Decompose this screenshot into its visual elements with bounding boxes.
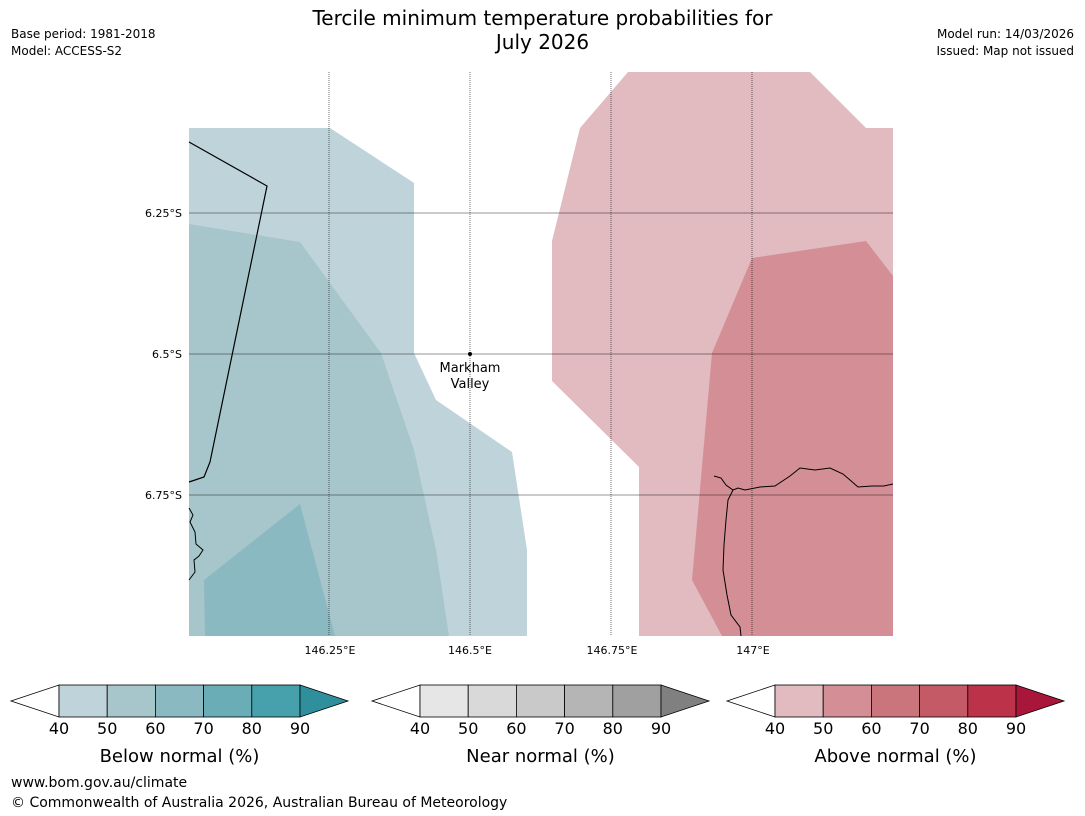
legend-tick-label: 90 — [1006, 719, 1026, 738]
legend-above-normal: 40 50 60 70 80 90 Above normal (%) — [725, 684, 1066, 767]
legend-min-arrow — [370, 684, 421, 718]
legend-tick-label: 80 — [603, 719, 623, 738]
legend-tick-label: 90 — [290, 719, 310, 738]
footer-copyright: © Commonwealth of Australia 2026, Austra… — [11, 795, 508, 811]
model-name: Model: ACCESS-S2 — [11, 44, 123, 58]
legend-tick-label: 90 — [651, 719, 671, 738]
legend-swatch — [871, 684, 921, 718]
footer-url: www.bom.gov.au/climate — [11, 775, 188, 791]
base-period: Base period: 1981-2018 — [11, 27, 156, 41]
legend-max-arrow — [299, 684, 350, 718]
legend-tick-label: 40 — [765, 719, 785, 738]
legend-min-arrow — [725, 684, 776, 718]
legend-tick-label: 80 — [958, 719, 978, 738]
legend-swatch — [467, 684, 517, 718]
legend-tick-label: 40 — [49, 719, 69, 738]
coastline-east — [713, 467, 894, 491]
legend-swatch — [822, 684, 872, 718]
legend-tick-label: 70 — [193, 719, 213, 738]
legend-tick-label: 60 — [506, 719, 526, 738]
legend-tick-label: 50 — [97, 719, 117, 738]
legend-tick-label: 50 — [813, 719, 833, 738]
river-line — [722, 489, 742, 637]
legend-near-normal: 40 50 60 70 80 90 Near normal (%) — [370, 684, 711, 767]
legend-label: Near normal (%) — [466, 746, 615, 767]
legend-tick-label: 40 — [410, 719, 430, 738]
meta-left: Base period: 1981-2018 Model: ACCESS-S2 — [11, 26, 156, 60]
legend-below-normal: 40 50 60 70 80 90 Below normal (%) — [9, 684, 350, 767]
above-normal-50-region — [692, 241, 893, 636]
legend-swatch — [154, 684, 204, 718]
lat-label: 6.25°S — [145, 207, 182, 220]
legend-swatch — [919, 684, 969, 718]
legend-swatch — [774, 684, 824, 718]
meta-right: Model run: 14/03/2026 Issued: Map not is… — [936, 26, 1074, 60]
legend-tick-label: 60 — [861, 719, 881, 738]
legend-swatch — [612, 684, 662, 718]
below-normal-60-region — [204, 504, 335, 636]
lon-label: 146.5°E — [448, 644, 492, 657]
below-normal-50-region — [189, 224, 449, 636]
place-marker — [468, 352, 472, 356]
issued-status: Issued: Map not issued — [936, 44, 1074, 58]
legend-tick-label: 80 — [242, 719, 262, 738]
legend-max-arrow — [1015, 684, 1066, 718]
legend-swatch — [564, 684, 614, 718]
legend-tick-label: 70 — [554, 719, 574, 738]
legend-tick-label: 60 — [145, 719, 165, 738]
lat-label: 6.5°S — [152, 348, 182, 361]
lon-label: 146.75°E — [587, 644, 638, 657]
legend-swatch — [58, 684, 108, 718]
coastline-west — [188, 507, 204, 581]
legend-label: Above normal (%) — [814, 746, 976, 767]
legend-label: Below normal (%) — [100, 746, 260, 767]
legend-swatch — [106, 684, 156, 718]
lon-label: 147°E — [736, 644, 769, 657]
legend-tick-label: 50 — [458, 719, 478, 738]
legend-max-arrow — [660, 684, 711, 718]
map-title: Tercile minimum temperature probabilitie… — [0, 6, 1085, 54]
legend-swatch — [967, 684, 1017, 718]
lon-label: 146.25°E — [305, 644, 356, 657]
legend-tick-label: 70 — [909, 719, 929, 738]
legend-swatch — [251, 684, 301, 718]
title-line-2: July 2026 — [495, 30, 590, 54]
legend-swatch — [419, 684, 469, 718]
title-line-1: Tercile minimum temperature probabilitie… — [312, 6, 773, 30]
border-line — [188, 141, 268, 483]
place-label-line-1: Markham — [440, 361, 501, 376]
legend-swatch — [516, 684, 566, 718]
lat-label: 6.75°S — [145, 489, 182, 502]
place-label-line-2: Valley — [451, 377, 490, 392]
latitude-gridlines — [189, 212, 893, 496]
legend-swatch — [203, 684, 253, 718]
legend-min-arrow — [9, 684, 60, 718]
model-run: Model run: 14/03/2026 — [936, 27, 1074, 41]
